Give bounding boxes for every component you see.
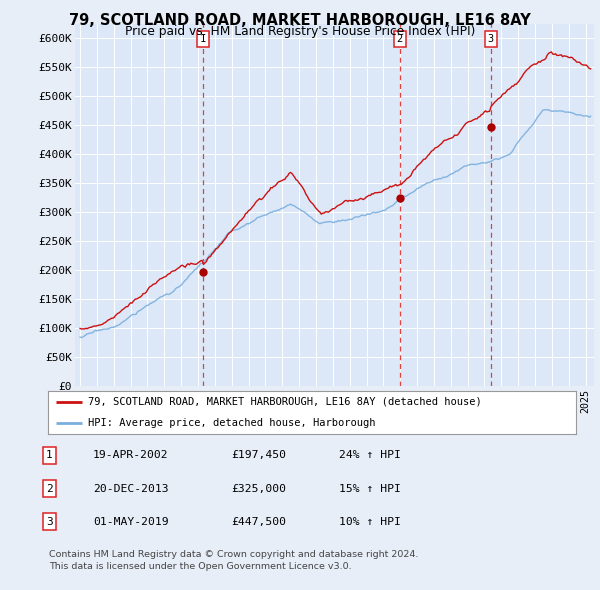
- Text: 01-MAY-2019: 01-MAY-2019: [93, 517, 169, 526]
- Text: Contains HM Land Registry data © Crown copyright and database right 2024.
This d: Contains HM Land Registry data © Crown c…: [49, 550, 419, 571]
- Text: 79, SCOTLAND ROAD, MARKET HARBOROUGH, LE16 8AY (detached house): 79, SCOTLAND ROAD, MARKET HARBOROUGH, LE…: [88, 397, 481, 407]
- Text: 79, SCOTLAND ROAD, MARKET HARBOROUGH, LE16 8AY: 79, SCOTLAND ROAD, MARKET HARBOROUGH, LE…: [69, 13, 531, 28]
- Text: 3: 3: [488, 34, 494, 44]
- Text: 2: 2: [46, 484, 53, 493]
- Text: 10% ↑ HPI: 10% ↑ HPI: [339, 517, 401, 526]
- Text: HPI: Average price, detached house, Harborough: HPI: Average price, detached house, Harb…: [88, 418, 375, 428]
- Text: 15% ↑ HPI: 15% ↑ HPI: [339, 484, 401, 493]
- Text: 1: 1: [46, 451, 53, 460]
- Text: 1: 1: [200, 34, 206, 44]
- Text: 24% ↑ HPI: 24% ↑ HPI: [339, 451, 401, 460]
- Text: Price paid vs. HM Land Registry's House Price Index (HPI): Price paid vs. HM Land Registry's House …: [125, 25, 475, 38]
- Text: £197,450: £197,450: [231, 451, 286, 460]
- Text: 20-DEC-2013: 20-DEC-2013: [93, 484, 169, 493]
- Text: £447,500: £447,500: [231, 517, 286, 526]
- Text: 19-APR-2002: 19-APR-2002: [93, 451, 169, 460]
- Text: £325,000: £325,000: [231, 484, 286, 493]
- Text: 2: 2: [397, 34, 403, 44]
- Text: 3: 3: [46, 517, 53, 526]
